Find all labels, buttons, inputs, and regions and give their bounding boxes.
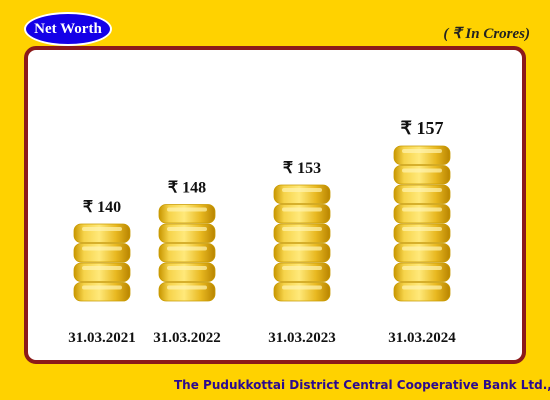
coin-shine: [282, 207, 322, 212]
value-label: ₹ 148: [168, 180, 206, 197]
coin-shine: [402, 246, 442, 251]
coin: [73, 243, 131, 263]
coin: [393, 262, 451, 282]
coin: [158, 223, 216, 243]
value-label: ₹ 140: [83, 199, 121, 216]
coin: [158, 243, 216, 263]
coin: [273, 282, 331, 302]
coin: [393, 204, 451, 224]
coin: [393, 223, 451, 243]
category-label: 31.03.2024: [388, 330, 456, 346]
coin: [158, 204, 216, 224]
coin-stack-31.03.2023: [273, 184, 331, 302]
coin-shine: [167, 285, 207, 290]
coin-shine: [282, 227, 322, 231]
coin: [73, 223, 131, 243]
coin-shine: [402, 266, 442, 270]
coin-shine: [282, 285, 322, 290]
coin-shine: [167, 246, 207, 251]
coin-shine: [402, 188, 442, 192]
coin-shine: [82, 266, 122, 270]
coin-stack-31.03.2021: [73, 223, 131, 302]
coin: [273, 243, 331, 263]
coin-shine: [167, 207, 207, 212]
coin: [273, 184, 331, 204]
coin-shine: [167, 266, 207, 270]
coin-shine: [402, 227, 442, 231]
coin: [158, 282, 216, 302]
coin-shine: [282, 188, 322, 192]
coin: [273, 223, 331, 243]
coin-stack-31.03.2024: [393, 145, 451, 302]
coin-shine: [82, 227, 122, 231]
coin: [73, 282, 131, 302]
coin-shine: [402, 168, 442, 173]
coin: [393, 282, 451, 302]
coin-shine: [402, 285, 442, 290]
coin: [273, 262, 331, 282]
coin: [273, 204, 331, 224]
coin-stack-chart: ₹ 140 31.03.2021 ₹ 148 31.03.2022 ₹ 153 31.03…: [68, 118, 456, 346]
coin-shine: [402, 207, 442, 212]
category-label: 31.03.2023: [268, 330, 336, 346]
coin: [393, 165, 451, 185]
coin-shine: [167, 227, 207, 231]
coin: [393, 184, 451, 204]
value-label: ₹ 153: [283, 160, 321, 177]
category-label: 31.03.2022: [153, 330, 221, 346]
unit-note: ( ₹ In Crores): [443, 26, 530, 42]
coin-shine: [82, 246, 122, 251]
coin-shine: [82, 285, 122, 290]
value-label: ₹ 157: [401, 118, 444, 138]
category-label: 31.03.2021: [68, 330, 136, 346]
coin: [158, 262, 216, 282]
coin: [73, 262, 131, 282]
coin-shine: [282, 266, 322, 270]
bank-name-footer: The Pudukkottai District Central Coopera…: [174, 378, 550, 392]
coin-shine: [282, 246, 322, 251]
net-worth-badge: Net Worth: [24, 12, 112, 46]
chart-panel: ₹ 140 31.03.2021 ₹ 148 31.03.2022 ₹ 153 31.03…: [24, 46, 526, 364]
coin: [393, 145, 451, 165]
coin-stack-31.03.2022: [158, 204, 216, 302]
coin: [393, 243, 451, 263]
coin-shine: [402, 149, 442, 153]
